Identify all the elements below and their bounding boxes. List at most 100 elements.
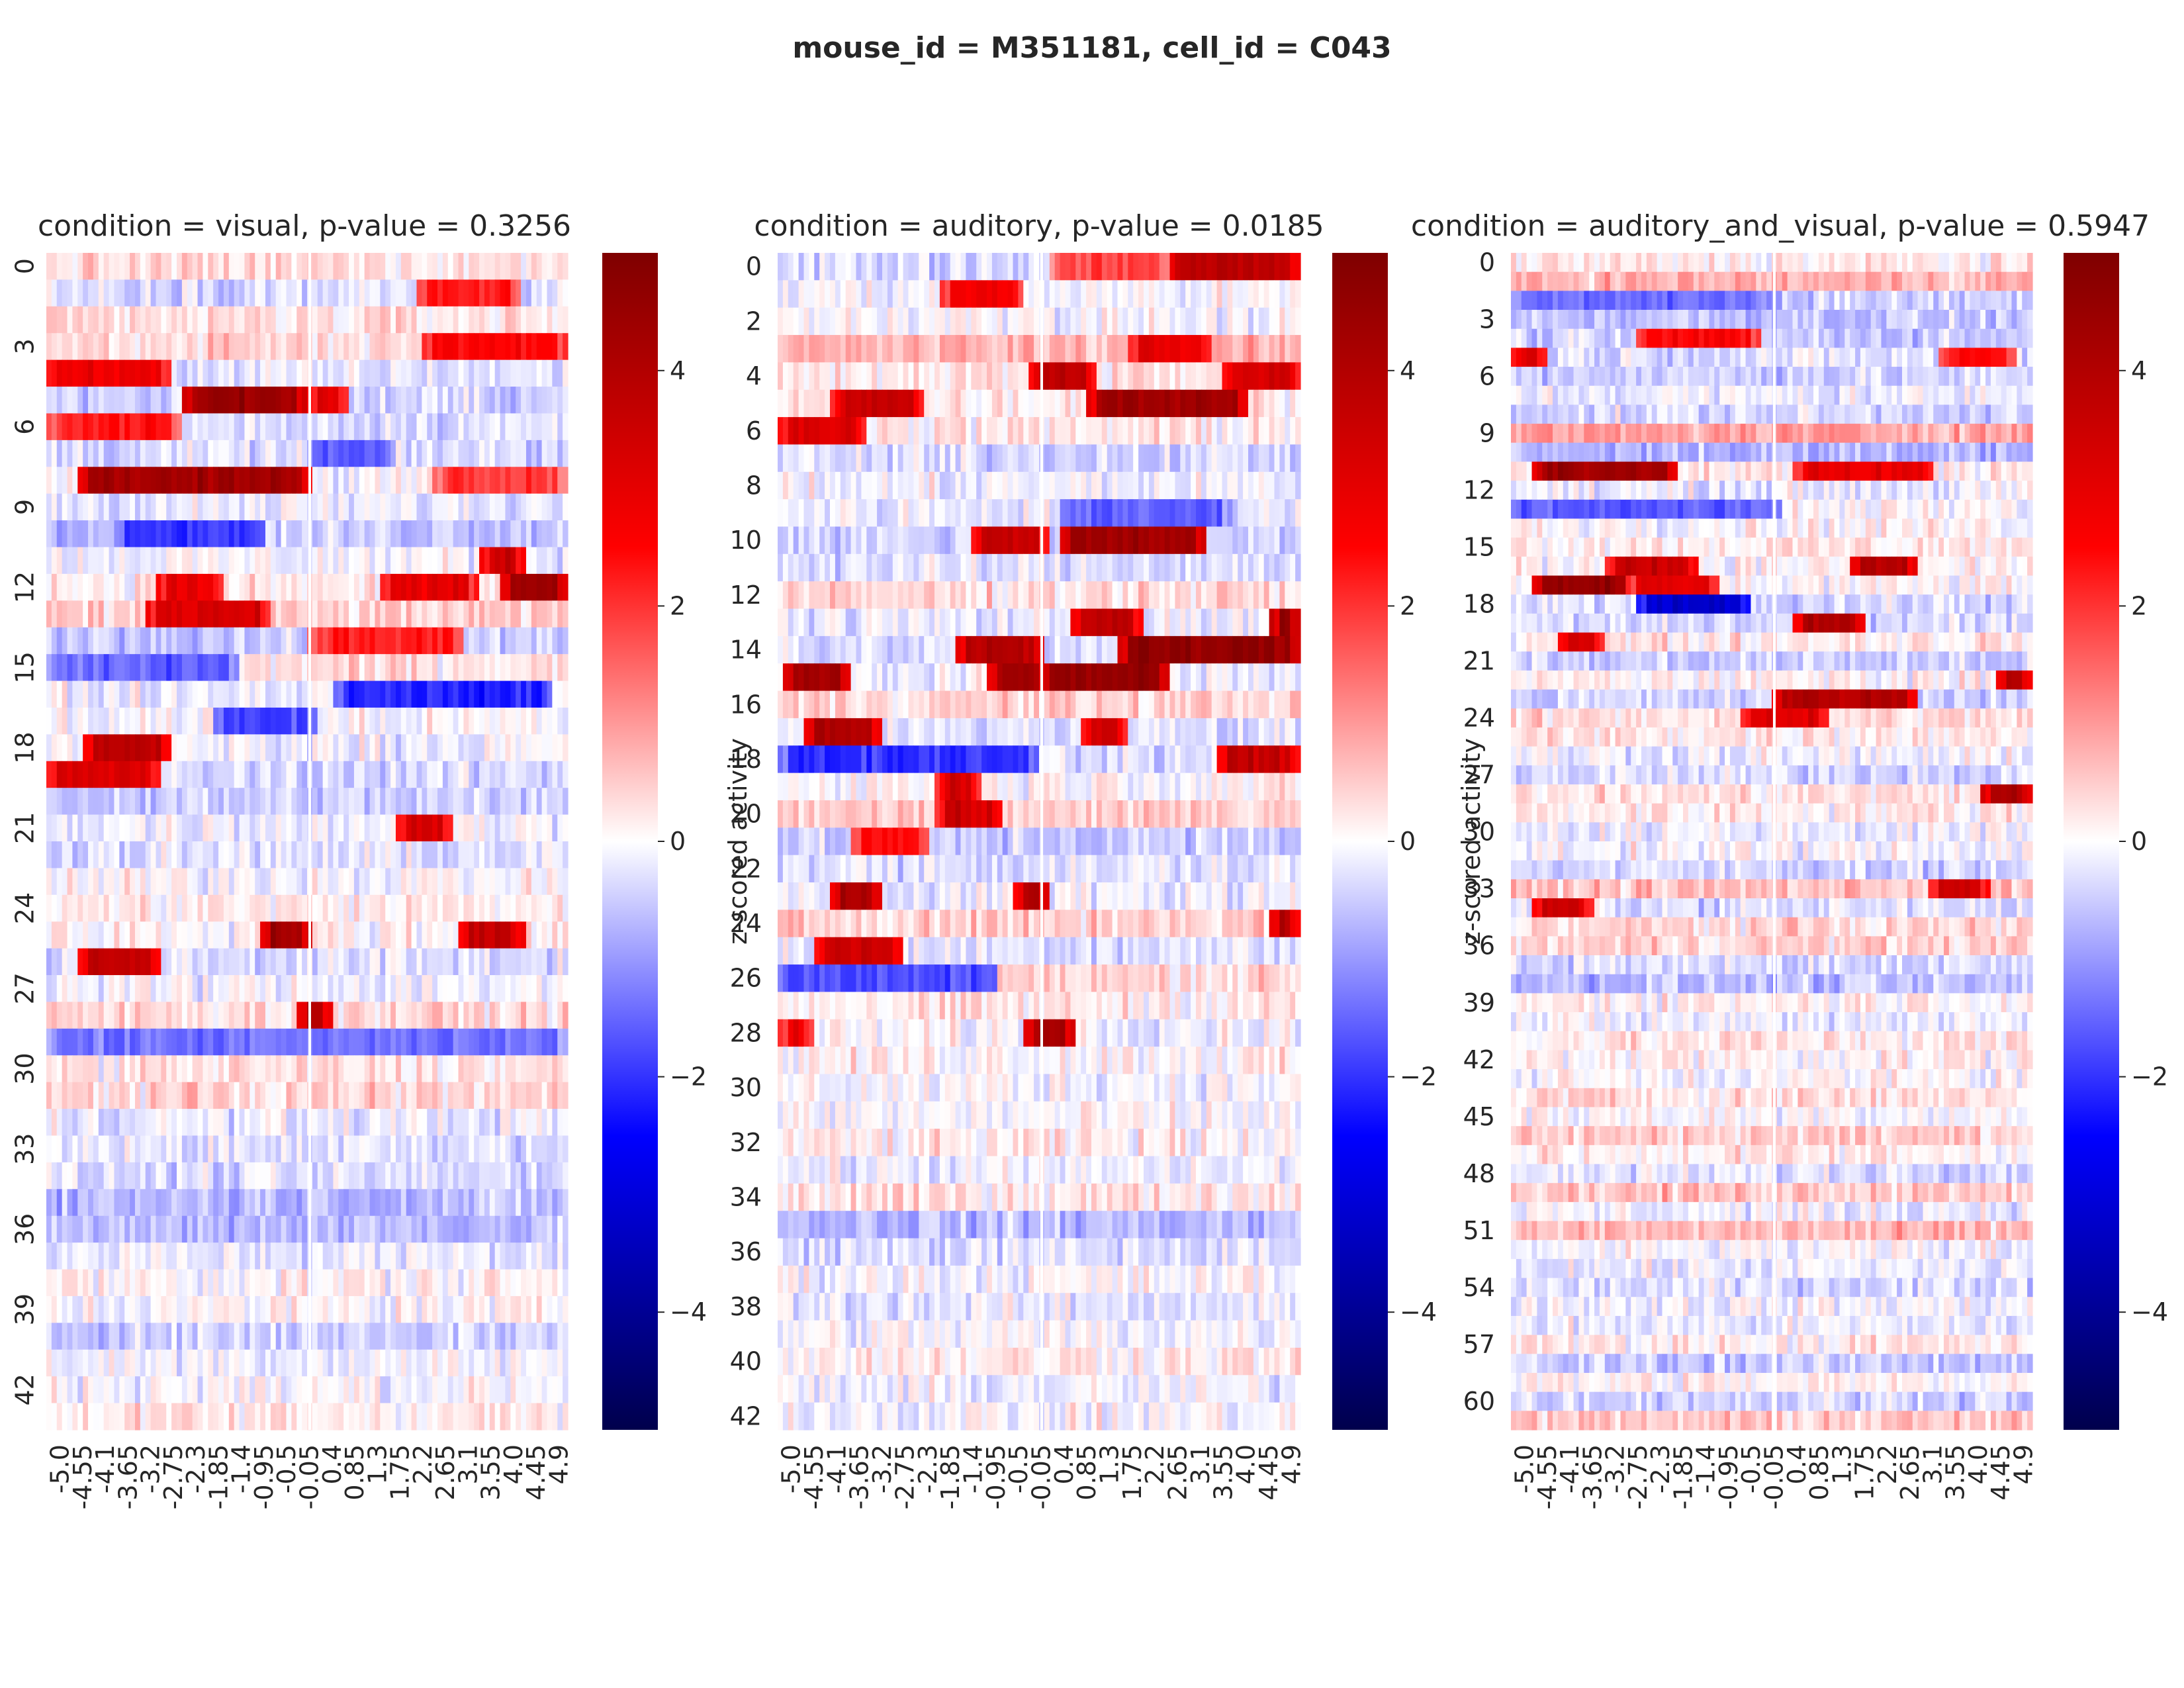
heatmap-cell bbox=[385, 788, 391, 816]
heatmap-cell bbox=[437, 1349, 443, 1377]
heatmap-cell bbox=[213, 654, 219, 682]
heatmap-cell bbox=[72, 279, 78, 307]
heatmap-cell bbox=[67, 921, 73, 949]
heatmap-cell bbox=[997, 280, 1003, 308]
heatmap-cell bbox=[406, 1295, 412, 1323]
heatmap-cell bbox=[171, 841, 177, 869]
heatmap-cell bbox=[140, 467, 146, 494]
heatmap-cell bbox=[364, 1215, 371, 1243]
heatmap-cell bbox=[62, 841, 68, 869]
heatmap-cell bbox=[479, 841, 485, 869]
heatmap-cell bbox=[494, 279, 501, 307]
heatmap-cell bbox=[516, 894, 522, 922]
heatmap-cell bbox=[369, 387, 376, 414]
heatmap-cell bbox=[228, 413, 235, 441]
heatmap-cell bbox=[380, 841, 386, 869]
heatmap-cell bbox=[557, 1295, 563, 1323]
heatmap-cell bbox=[913, 362, 919, 391]
heatmap-cell bbox=[1201, 253, 1207, 281]
heatmap-cell bbox=[312, 547, 318, 575]
heatmap-cell bbox=[317, 1376, 324, 1404]
heatmap-cell bbox=[56, 868, 63, 896]
heatmap-cell bbox=[798, 253, 805, 281]
heatmap-cell bbox=[46, 1082, 52, 1109]
heatmap-cell bbox=[338, 1243, 344, 1270]
heatmap-cell bbox=[213, 1403, 219, 1430]
heatmap-cell bbox=[531, 573, 537, 601]
heatmap-cell bbox=[536, 1028, 543, 1056]
heatmap-cell bbox=[109, 707, 115, 735]
heatmap-cell bbox=[177, 1162, 183, 1190]
heatmap-cell bbox=[296, 387, 302, 414]
heatmap-cell bbox=[250, 841, 255, 869]
heatmap-cell bbox=[353, 279, 360, 307]
heatmap-cell bbox=[250, 279, 255, 307]
heatmap-cell bbox=[484, 600, 490, 628]
heatmap-cell bbox=[380, 547, 386, 575]
heatmap-cell bbox=[525, 520, 532, 548]
heatmap-cell bbox=[987, 362, 993, 391]
heatmap-cell bbox=[437, 1215, 443, 1243]
heatmap-cell bbox=[474, 1295, 480, 1323]
heatmap-cell bbox=[213, 413, 219, 441]
heatmap-cell bbox=[192, 547, 199, 575]
heatmap-cell bbox=[56, 1295, 63, 1323]
heatmap-cell bbox=[67, 814, 73, 842]
heatmap-cell bbox=[908, 307, 914, 336]
colorbar-tick-label: 0 bbox=[670, 827, 686, 856]
heatmap-cell bbox=[966, 307, 972, 336]
heatmap-cell bbox=[51, 788, 58, 816]
heatmap-cell bbox=[458, 1403, 464, 1430]
heatmap-cell bbox=[124, 253, 130, 281]
heatmap-cell bbox=[328, 1403, 334, 1430]
heatmap-cell bbox=[203, 493, 208, 521]
heatmap-cell bbox=[213, 841, 219, 869]
heatmap-cell bbox=[521, 707, 527, 735]
heatmap-cell bbox=[531, 359, 537, 387]
heatmap-cell bbox=[187, 1082, 193, 1109]
heatmap-cell bbox=[46, 921, 52, 949]
heatmap-cell bbox=[150, 1189, 157, 1217]
heatmap-cell bbox=[872, 253, 878, 281]
heatmap-cell bbox=[385, 948, 391, 976]
heatmap-cell bbox=[286, 894, 292, 922]
heatmap-cell bbox=[343, 734, 349, 762]
heatmap-cell bbox=[353, 921, 360, 949]
heatmap-cell bbox=[1044, 280, 1050, 308]
heatmap-cell bbox=[516, 440, 522, 467]
y-tick-label: 36 bbox=[11, 1213, 40, 1245]
heatmap-cell bbox=[312, 1243, 318, 1270]
heatmap-cell bbox=[208, 306, 214, 334]
heatmap-cell bbox=[359, 761, 365, 788]
heatmap-cell bbox=[1253, 307, 1259, 336]
heatmap-cell bbox=[312, 520, 318, 548]
heatmap-cell bbox=[929, 253, 935, 281]
heatmap-cell bbox=[411, 1135, 418, 1163]
heatmap-cell bbox=[557, 1189, 563, 1217]
heatmap-cell bbox=[223, 975, 230, 1003]
heatmap-cell bbox=[516, 707, 522, 735]
heatmap-cell bbox=[400, 1215, 407, 1243]
heatmap-cell bbox=[234, 359, 240, 387]
heatmap-cell bbox=[500, 1162, 506, 1190]
heatmap-cell bbox=[427, 467, 433, 494]
heatmap-cell bbox=[510, 1295, 516, 1323]
heatmap-cell bbox=[109, 520, 115, 548]
heatmap-cell bbox=[437, 253, 443, 281]
heatmap-cell bbox=[218, 1323, 224, 1350]
heatmap-cell bbox=[83, 1323, 89, 1350]
heatmap-cell bbox=[1191, 335, 1197, 363]
heatmap-cell bbox=[286, 1162, 292, 1190]
heatmap-cell bbox=[328, 1055, 334, 1083]
heatmap-cell bbox=[505, 467, 511, 494]
heatmap-cell bbox=[479, 734, 485, 762]
heatmap-cell bbox=[333, 1349, 339, 1377]
heatmap-cell bbox=[255, 467, 261, 494]
heatmap-cell bbox=[203, 440, 208, 467]
x-tick-label: -0.05 bbox=[295, 1444, 324, 1509]
heatmap-cell bbox=[270, 1403, 277, 1430]
heatmap-cell bbox=[109, 413, 115, 441]
heatmap-cell bbox=[317, 894, 324, 922]
heatmap-cell bbox=[88, 1109, 94, 1137]
heatmap-cell bbox=[442, 1403, 449, 1430]
